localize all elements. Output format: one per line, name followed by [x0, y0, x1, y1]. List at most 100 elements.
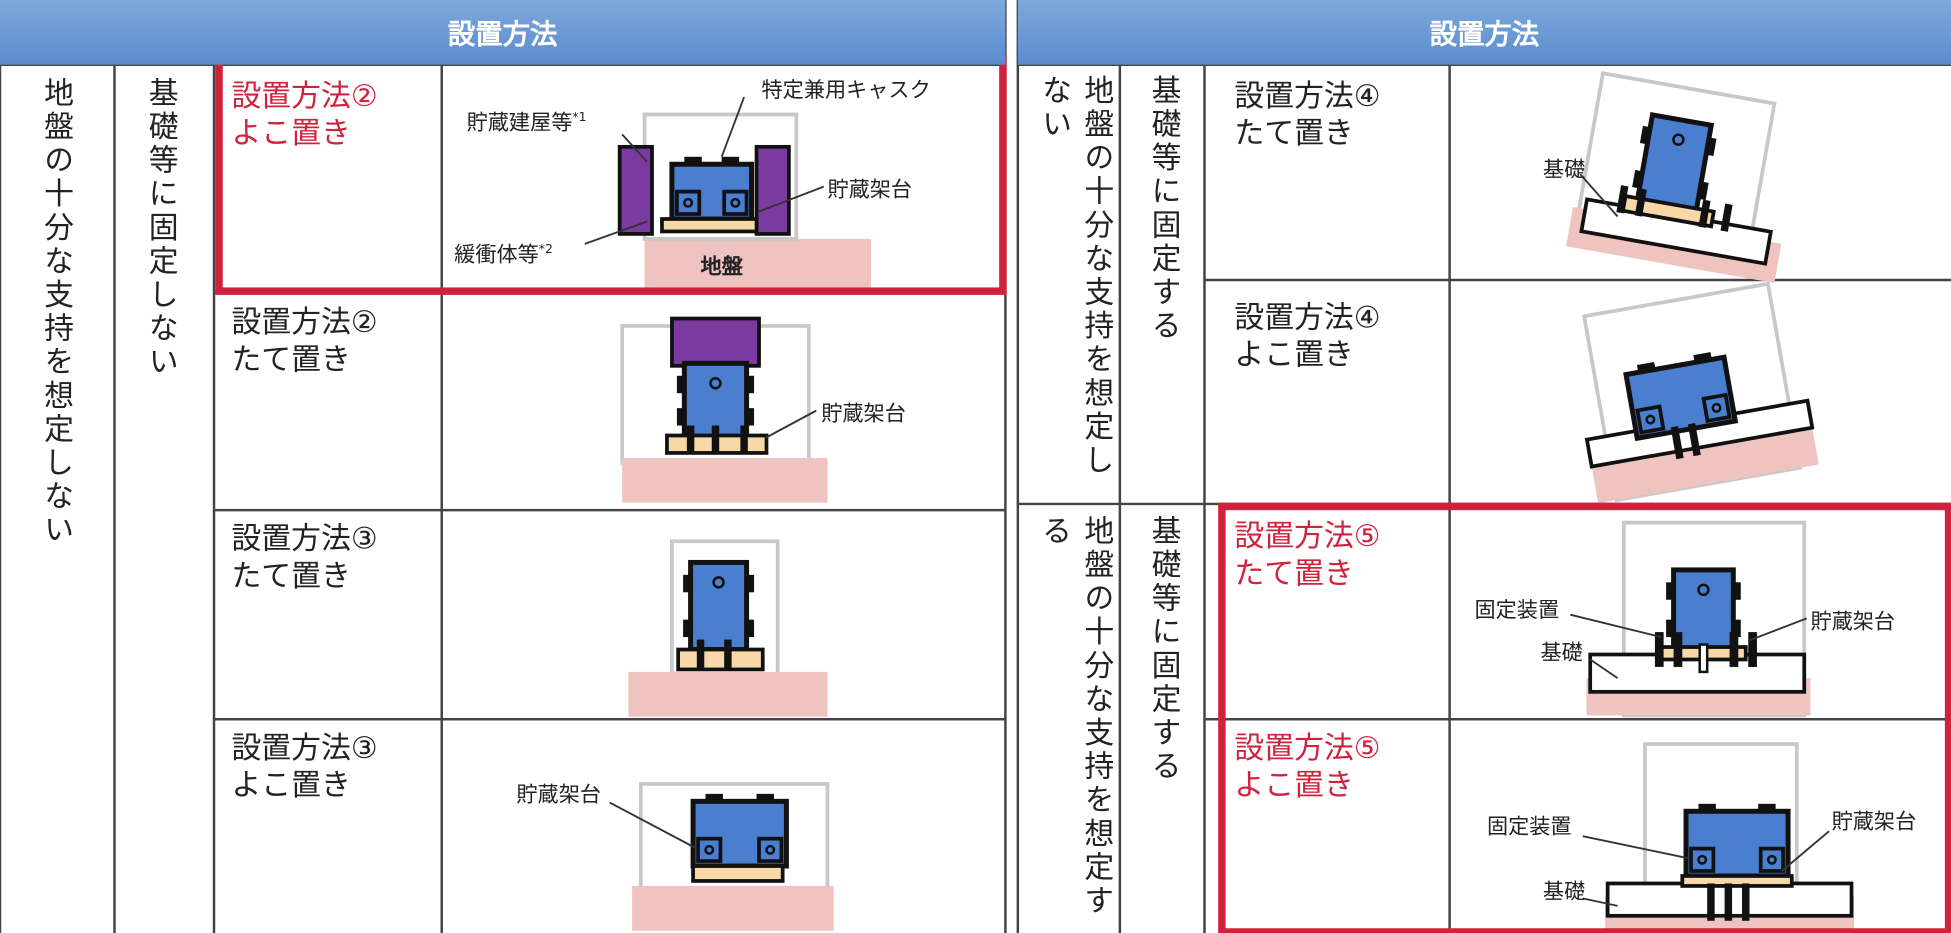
trunnion-bolt — [704, 844, 715, 855]
support-label: 地盤の十分な支持を想定しない — [1036, 74, 1114, 478]
trunnion — [1758, 846, 1785, 873]
cask-lid — [1697, 583, 1710, 597]
anchor — [1707, 883, 1715, 921]
cask — [1634, 111, 1715, 214]
highlight — [1218, 502, 1951, 933]
anchor — [1698, 643, 1709, 674]
ground — [632, 885, 834, 931]
anchor — [1742, 883, 1750, 921]
lug — [1733, 619, 1741, 638]
trunnion-bolt — [765, 844, 776, 855]
orientation: よこ置き — [1234, 337, 1354, 373]
label: 貯蔵架台 — [516, 782, 601, 808]
lug — [676, 408, 685, 426]
lug — [746, 574, 755, 593]
trunnion-bolt — [683, 197, 694, 208]
rack — [691, 864, 785, 883]
label: 地盤 — [700, 255, 743, 280]
label: 基礎 — [1542, 158, 1586, 183]
anchor — [1698, 199, 1711, 228]
trunnion — [675, 189, 702, 216]
label: 緩衝体等*2 — [454, 236, 553, 268]
anchor — [696, 639, 705, 670]
lug — [1733, 582, 1741, 600]
cask — [688, 559, 750, 653]
anchor — [1670, 426, 1684, 460]
fixture — [1654, 632, 1664, 667]
anchor — [1720, 203, 1733, 232]
leader — [758, 185, 825, 213]
orientation: たて置き — [231, 558, 351, 594]
method: 設置方法④ — [1234, 78, 1381, 114]
trunnion — [1701, 392, 1732, 424]
orientation: たて置き — [1234, 556, 1354, 592]
fixture — [1673, 632, 1683, 667]
buffer — [617, 144, 654, 236]
label: 固定装置 — [1474, 598, 1560, 624]
leader — [1582, 897, 1618, 907]
cask — [1671, 567, 1736, 653]
foundation-label: 基礎等に固定しない — [143, 77, 178, 380]
orientation: よこ置き — [1234, 767, 1354, 803]
lug — [756, 793, 774, 802]
diagram — [1581, 281, 1819, 504]
leader — [1589, 658, 1619, 679]
anchor — [1634, 188, 1647, 217]
label: 貯蔵架台 — [827, 177, 913, 203]
header: 設置方法 — [0, 0, 1006, 65]
header: 設置方法 — [1017, 0, 1951, 65]
label: 特定兼用キャスク — [761, 78, 931, 104]
buffer — [754, 144, 791, 236]
support-label: 地盤の十分な支持を想定しない — [38, 77, 74, 548]
lug — [683, 574, 691, 593]
lug — [746, 408, 755, 426]
leader — [720, 96, 745, 158]
label: 貯蔵建屋等 — [466, 110, 573, 136]
lug — [1698, 803, 1716, 812]
method: 設置方法③ — [231, 521, 378, 557]
rack — [660, 217, 759, 234]
trunnion-bolt — [1766, 854, 1777, 865]
trunnion — [757, 836, 784, 863]
lug — [721, 156, 740, 165]
anchor — [686, 425, 695, 453]
cask-lid — [709, 377, 722, 390]
cask-lid — [712, 576, 725, 589]
label: 貯蔵建屋等*1 — [467, 105, 587, 136]
anchor — [1687, 423, 1701, 457]
leader — [584, 220, 648, 245]
lug — [746, 619, 755, 638]
lug — [683, 619, 691, 638]
leader — [1570, 613, 1662, 638]
anchor — [740, 425, 748, 453]
method: 設置方法⑤ — [1234, 730, 1381, 766]
trunnion — [1635, 404, 1666, 435]
label: 貯蔵架台 — [821, 401, 906, 427]
leader — [1747, 617, 1808, 642]
method: 設置方法⑤ — [1234, 518, 1381, 554]
lug — [1758, 803, 1776, 812]
anchor — [724, 639, 732, 670]
orientation: たて置き — [1234, 115, 1354, 151]
method: 設置方法③ — [231, 730, 378, 766]
lug — [1666, 619, 1674, 638]
trunnion-bolt — [1645, 414, 1656, 425]
leader — [621, 133, 648, 163]
anchor — [711, 425, 720, 453]
orientation: よこ置き — [231, 115, 351, 151]
method: 設置方法④ — [1234, 299, 1381, 335]
label: 固定装置 — [1486, 815, 1572, 840]
leader — [609, 801, 698, 850]
leader — [1579, 173, 1619, 218]
support-label: 地盤の十分な支持を想定する — [1036, 515, 1114, 919]
anchor — [1724, 883, 1733, 921]
foundation-label: 基礎等に固定する — [1146, 515, 1181, 784]
lug — [1666, 582, 1674, 600]
label: 基礎 — [1542, 879, 1586, 905]
orientation: よこ置き — [231, 767, 351, 803]
label: 緩衝体等 — [454, 242, 539, 268]
